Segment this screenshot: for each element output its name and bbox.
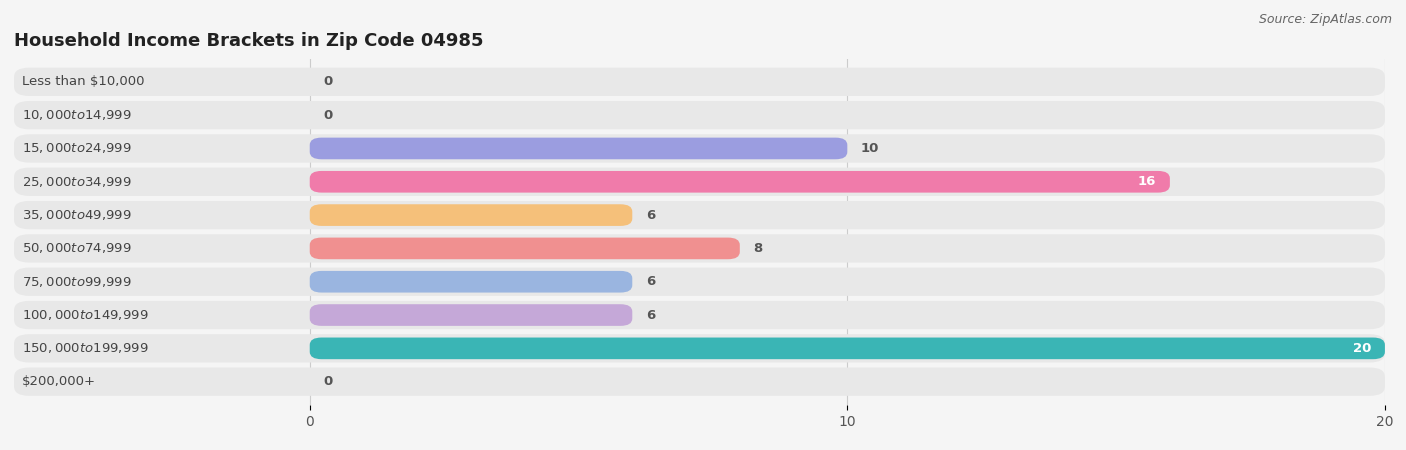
Text: $10,000 to $14,999: $10,000 to $14,999	[22, 108, 132, 122]
Text: 0: 0	[323, 75, 332, 88]
Text: 8: 8	[754, 242, 762, 255]
Text: 0: 0	[323, 375, 332, 388]
FancyBboxPatch shape	[309, 271, 633, 292]
Text: $75,000 to $99,999: $75,000 to $99,999	[22, 275, 132, 289]
Text: $25,000 to $34,999: $25,000 to $34,999	[22, 175, 132, 189]
FancyBboxPatch shape	[14, 334, 1385, 363]
FancyBboxPatch shape	[14, 268, 1385, 296]
Text: Less than $10,000: Less than $10,000	[22, 75, 145, 88]
FancyBboxPatch shape	[14, 167, 1385, 196]
FancyBboxPatch shape	[309, 304, 633, 326]
FancyBboxPatch shape	[14, 301, 1385, 329]
Text: $50,000 to $74,999: $50,000 to $74,999	[22, 241, 132, 256]
Text: 6: 6	[645, 275, 655, 288]
Text: $150,000 to $199,999: $150,000 to $199,999	[22, 342, 149, 356]
FancyBboxPatch shape	[309, 171, 1170, 193]
Text: 20: 20	[1353, 342, 1371, 355]
FancyBboxPatch shape	[309, 138, 848, 159]
FancyBboxPatch shape	[14, 101, 1385, 129]
Text: Source: ZipAtlas.com: Source: ZipAtlas.com	[1258, 14, 1392, 27]
FancyBboxPatch shape	[14, 134, 1385, 162]
Text: Household Income Brackets in Zip Code 04985: Household Income Brackets in Zip Code 04…	[14, 32, 484, 50]
Text: 6: 6	[645, 209, 655, 221]
Text: $200,000+: $200,000+	[22, 375, 96, 388]
FancyBboxPatch shape	[309, 338, 1385, 359]
Text: 6: 6	[645, 309, 655, 322]
FancyBboxPatch shape	[14, 234, 1385, 262]
Text: 0: 0	[323, 108, 332, 122]
Text: $100,000 to $149,999: $100,000 to $149,999	[22, 308, 149, 322]
FancyBboxPatch shape	[309, 238, 740, 259]
FancyBboxPatch shape	[14, 201, 1385, 229]
Text: 16: 16	[1137, 175, 1157, 188]
FancyBboxPatch shape	[14, 68, 1385, 96]
Text: $15,000 to $24,999: $15,000 to $24,999	[22, 141, 132, 155]
Text: $35,000 to $49,999: $35,000 to $49,999	[22, 208, 132, 222]
FancyBboxPatch shape	[309, 204, 633, 226]
FancyBboxPatch shape	[14, 368, 1385, 396]
Text: 10: 10	[860, 142, 879, 155]
